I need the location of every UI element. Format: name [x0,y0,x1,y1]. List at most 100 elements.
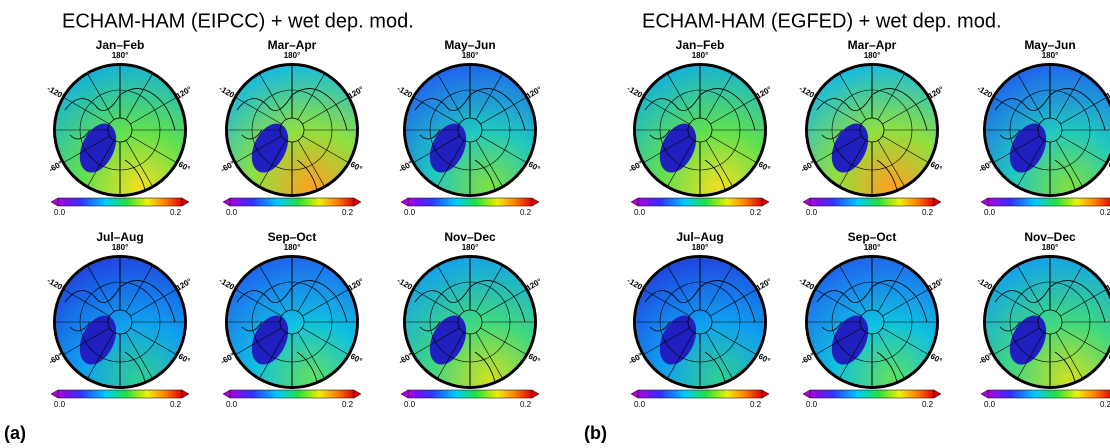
latitude-circle [79,281,161,363]
meridian [1060,327,1106,355]
latitude-circle [429,89,511,171]
longitude-label: -120° [46,84,67,101]
meridian [437,140,465,186]
meridian [87,266,115,312]
meridian [705,140,733,186]
colorbar-min-label: 0.0 [54,208,66,217]
pole-circle [457,117,483,143]
longitude-label: 60° [349,160,364,174]
longitude-label: -120° [626,276,647,293]
map-border [225,255,359,389]
greenland [429,123,467,173]
pole-circle [107,309,133,335]
meridian [882,135,928,163]
meridian [414,327,460,355]
meridian [87,140,115,186]
pole-circle [1037,309,1063,335]
colorbar-max-label: 0.2 [922,208,934,217]
colorbar [57,389,183,399]
meridian [816,97,862,125]
meridian [1060,135,1106,163]
latitude-circle [1009,281,1091,363]
meridian [236,289,282,317]
longitude-label: 120° [524,277,543,293]
map-border [403,63,537,197]
meridian [64,97,110,125]
colorbar [987,197,1110,207]
longitude-label: 60° [929,352,944,366]
colorbar [229,389,355,399]
map-border [225,63,359,197]
meridian [297,140,325,186]
meridian [877,332,905,378]
longitude-label: 120° [1104,277,1110,293]
colorbar-min-label: 0.0 [634,208,646,217]
meridian [480,135,526,163]
meridian [259,332,287,378]
longitude-label: 60° [757,160,772,174]
longitude-label: 120° [926,277,945,293]
meridian [64,289,110,317]
meridian [1055,74,1083,120]
colorbar-min-label: 0.0 [54,400,66,409]
greenland [79,123,117,173]
colorbar-min-label: 0.0 [806,208,818,217]
longitude-label: 180° [864,51,881,60]
colorbar-min-arrow [980,197,989,207]
longitude-label: 120° [926,85,945,101]
longitude-label: 120° [524,85,543,101]
meridian [259,140,287,186]
colorbar-min-arrow [222,389,231,399]
meridian [125,266,153,312]
colorbar [809,197,935,207]
meridian [302,135,348,163]
colorbar-max-arrow [181,197,190,207]
pole-circle [279,117,305,143]
colorbar [407,389,533,399]
meridian [994,97,1040,125]
meridian [259,266,287,312]
greenland [429,315,467,365]
meridian [130,289,176,317]
meridian [475,332,503,378]
colorbar-min-label: 0.0 [806,400,818,409]
colorbar-max-arrow [761,389,770,399]
latitude-circle [659,281,741,363]
meridian [475,74,503,120]
map-border [805,63,939,197]
meridian [882,327,928,355]
colorbar-max-arrow [933,197,942,207]
meridian [480,97,526,125]
map-border [53,63,187,197]
pole-circle [687,309,713,335]
period-label: Nov–Dec [1024,230,1076,244]
colorbar-min-arrow [400,389,409,399]
meridian [1017,332,1045,378]
colorbar-min-label: 0.0 [404,400,416,409]
pole-circle [107,117,133,143]
period-label: Jan–Feb [96,38,145,52]
meridian [877,140,905,186]
latitude-circle [251,89,333,171]
longitude-label: -120° [626,84,647,101]
meridian [839,74,867,120]
meridian [994,327,1040,355]
greenland [831,123,869,173]
pole-circle [859,117,885,143]
meridian [839,332,867,378]
meridian [644,135,690,163]
map-border [633,255,767,389]
meridian [994,289,1040,317]
meridian [125,140,153,186]
panel-title: ECHAM-HAM (EGFED) + wet dep. mod. [642,10,1002,32]
colorbar-max-label: 0.2 [170,208,182,217]
longitude-label: 60° [1107,160,1110,174]
meridian [236,135,282,163]
longitude-label: 180° [284,51,301,60]
meridian [710,97,756,125]
